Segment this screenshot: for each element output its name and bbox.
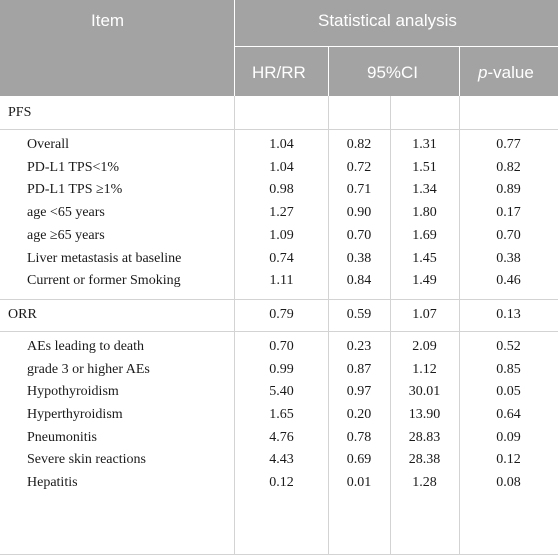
- column-divider: [459, 96, 460, 555]
- cell-hr: 1.65: [269, 407, 294, 422]
- cell-p: 0.38: [496, 250, 521, 266]
- header-95ci: 95%CI: [367, 63, 419, 82]
- cell-ci-low: 0.70: [346, 227, 372, 243]
- row-item-label: age <65 years: [27, 205, 105, 221]
- cell-ci-high: 1.80: [412, 205, 437, 221]
- row-item-label: Hepatitis: [27, 475, 78, 491]
- cell-ci-low: 0.69: [346, 452, 372, 468]
- cell-hr: 1.27: [269, 205, 294, 221]
- cell-hr: 1.11: [269, 273, 294, 289]
- cell-ci-low: 0.20: [346, 407, 372, 422]
- row-item-label: Current or former Smoking: [27, 273, 181, 289]
- cell-p: 0.09: [496, 429, 521, 445]
- header-divider: [328, 46, 329, 96]
- cell-ci-low: 0.38: [346, 250, 372, 266]
- cell-hr: 1.04: [269, 137, 294, 152]
- cell-hr: 0.99: [269, 361, 294, 377]
- cell-ci-high: 1.07: [412, 306, 437, 322]
- cell-p: 0.12: [496, 452, 521, 468]
- cell-hr: 0.12: [269, 475, 294, 491]
- row-item-label: grade 3 or higher AEs: [27, 361, 150, 377]
- cell-ci-high: 1.12: [412, 361, 437, 377]
- cell-hr: 0.79: [269, 306, 294, 322]
- row-item-label: PD-L1 TPS<1%: [27, 159, 120, 175]
- row-item-label: AEs leading to death: [27, 338, 145, 354]
- cell-hr: 5.40: [269, 384, 294, 400]
- header-p-value: p-value: [478, 63, 534, 82]
- cell-hr: 0.98: [269, 182, 294, 198]
- table-header: Item Statistical analysis HR/RR 95%CI p-…: [0, 0, 558, 96]
- cell-ci-low: 0.82: [346, 137, 372, 152]
- cell-ci-low: 0.84: [346, 273, 372, 289]
- cell-ci-high: 13.90: [408, 407, 441, 422]
- cell-hr: 0.74: [269, 250, 294, 266]
- cell-ci-low: 0.59: [346, 306, 372, 322]
- cell-p: 0.89: [496, 182, 521, 198]
- cell-ci-high: 1.51: [412, 159, 437, 175]
- header-divider: [459, 46, 460, 96]
- header-item: Item: [91, 11, 125, 30]
- row-item-label: Pneumonitis: [27, 429, 98, 445]
- row-item-label: age ≥65 years: [27, 227, 105, 243]
- cell-ci-high: 1.28: [412, 475, 437, 491]
- cell-p: 0.13: [496, 306, 521, 322]
- row-item-label: Severe skin reactions: [27, 452, 146, 468]
- header-statistical-analysis: Statistical analysis: [318, 11, 457, 30]
- row-item-label: Hyperthyroidism: [27, 407, 123, 422]
- cell-hr: 4.43: [269, 452, 294, 468]
- row-item-label: PD-L1 TPS ≥1%: [27, 182, 123, 198]
- cell-p: 0.52: [496, 338, 521, 354]
- cell-ci-low: 0.72: [346, 159, 372, 175]
- header-group-underline: [234, 46, 558, 47]
- cell-ci-high: 1.49: [412, 273, 437, 289]
- cell-p: 0.17: [496, 205, 521, 221]
- header-hr-rr: HR/RR: [252, 63, 306, 82]
- cell-p: 0.64: [496, 407, 521, 422]
- row-item-label: Liver metastasis at baseline: [27, 250, 182, 266]
- header-divider: [234, 0, 235, 96]
- row-item-label: Hypothyroidism: [27, 384, 119, 400]
- cell-ci-low: 0.90: [346, 205, 372, 221]
- cell-ci-high: 30.01: [408, 384, 441, 400]
- cell-ci-high: 1.45: [412, 250, 437, 266]
- cell-ci-low: 0.97: [346, 384, 372, 400]
- section-divider: [0, 298, 558, 300]
- section-label: PFS: [8, 105, 32, 120]
- cell-p: 0.08: [496, 475, 521, 491]
- cell-p: 0.82: [496, 159, 521, 175]
- row-divider: [0, 330, 558, 332]
- cell-hr: 1.04: [269, 159, 294, 175]
- column-divider: [234, 96, 235, 555]
- row-item-label: Overall: [27, 137, 69, 152]
- cell-ci-high: 1.69: [412, 227, 437, 243]
- cell-ci-high: 28.38: [408, 452, 441, 468]
- cell-ci-low: 0.01: [346, 475, 372, 491]
- cell-p: 0.70: [496, 227, 521, 243]
- cell-ci-high: 1.31: [412, 137, 437, 152]
- column-divider: [390, 96, 391, 555]
- cell-ci-high: 2.09: [412, 338, 437, 354]
- row-divider: [0, 129, 558, 130]
- cell-ci-low: 0.23: [346, 338, 372, 354]
- column-divider: [328, 96, 329, 555]
- section-label: ORR: [8, 306, 37, 322]
- cell-hr: 0.70: [269, 338, 294, 354]
- cell-ci-low: 0.71: [346, 182, 372, 198]
- cell-ci-high: 28.83: [408, 429, 441, 445]
- cell-hr: 4.76: [269, 429, 294, 445]
- cell-hr: 1.09: [269, 227, 294, 243]
- cell-p: 0.85: [496, 361, 521, 377]
- cell-p: 0.77: [496, 137, 521, 152]
- cell-ci-low: 0.78: [346, 429, 372, 445]
- cell-ci-high: 1.34: [412, 182, 437, 198]
- cell-p: 0.05: [496, 384, 521, 400]
- cell-p: 0.46: [496, 273, 521, 289]
- cell-ci-low: 0.87: [346, 361, 372, 377]
